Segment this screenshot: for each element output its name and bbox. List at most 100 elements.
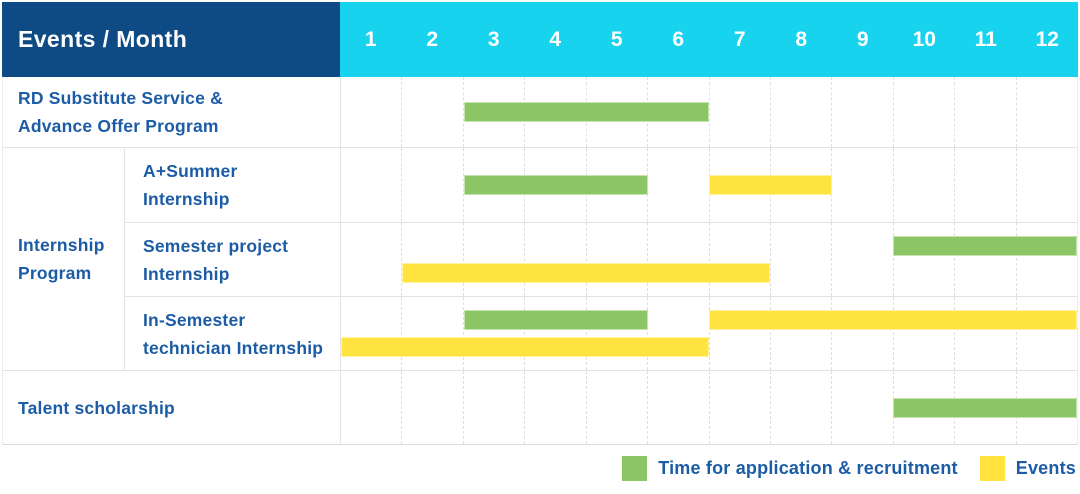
bar-line	[341, 337, 1077, 357]
gantt-bar-green	[893, 397, 1077, 418]
month-gridline	[831, 77, 892, 147]
row-label-line: A+Summer	[143, 161, 238, 181]
month-gridline	[769, 371, 831, 444]
row-label-line: Internship	[143, 189, 230, 209]
month-gridline	[341, 297, 401, 370]
row-label-line: In-Semester	[143, 309, 246, 330]
month-gridline	[462, 77, 524, 147]
row-label-cell: Talent scholarship	[3, 371, 341, 444]
month-gridline	[462, 223, 524, 296]
month-gridline	[892, 223, 954, 296]
month-gridline	[524, 371, 585, 444]
month-gridline	[831, 223, 892, 296]
month-gridline	[1015, 77, 1077, 147]
bar-line	[341, 102, 1077, 122]
month-gridline	[892, 148, 954, 222]
gantt-bar-green	[463, 102, 709, 122]
table-row: RD Substitute Service & Advance Offer Pro…	[3, 77, 1077, 147]
gantt-bar-green	[463, 175, 648, 195]
month-header-cell: 2	[426, 27, 439, 51]
month-gridline	[708, 297, 770, 370]
gantt-bar-yellow	[709, 175, 832, 195]
row-chart-area	[341, 371, 1077, 444]
row-label-line: Semester project	[143, 235, 289, 256]
month-gridline	[524, 223, 585, 296]
gantt-bar-yellow	[709, 310, 1077, 330]
month-gridline	[401, 297, 462, 370]
month-gridline	[831, 371, 892, 444]
legend-label-application-recruitment: Time for application & recruitment	[658, 458, 958, 478]
row-label-line: RD Substitute Service &	[18, 88, 223, 108]
row-chart-area	[341, 297, 1077, 370]
gantt-bar-yellow	[341, 337, 709, 357]
month-gridline	[401, 148, 462, 222]
month-gridline	[585, 371, 647, 444]
row-label-cell: In-Semester technician Internship	[125, 297, 341, 370]
month-header-cell: 8	[795, 27, 808, 51]
group-label-cell: Internship Program	[3, 148, 125, 370]
bar-line	[341, 175, 1077, 195]
gantt-bar-green	[463, 310, 648, 330]
row-label-line: Internship	[143, 263, 230, 284]
month-header-cell: 3	[487, 27, 500, 51]
month-gridline	[1015, 148, 1077, 222]
row-label-cell: RD Substitute Service & Advance Offer Pro…	[3, 77, 341, 147]
month-header-cell: 12	[1035, 27, 1059, 51]
month-gridlines	[341, 297, 1077, 370]
legend-label-events: Events	[1015, 458, 1076, 478]
row-chart-area	[341, 77, 1077, 147]
group-rows: A+Summer Internship Semester project Intern…	[125, 148, 1077, 370]
month-gridline	[954, 223, 1015, 296]
month-header-row: 1 2 3 4 5 6 7 8 9 10 11 12	[340, 2, 1078, 77]
legend-swatch-yellow	[979, 456, 1005, 481]
bar-line	[341, 310, 1077, 330]
month-gridline	[708, 77, 770, 147]
month-gridline	[647, 223, 708, 296]
gantt-bar-green	[893, 236, 1077, 256]
table-header-title: Events / Month	[2, 2, 340, 77]
row-label-line: Program	[18, 263, 92, 283]
month-header-cell: 9	[856, 27, 869, 51]
month-gridline	[954, 148, 1015, 222]
month-gridline	[462, 297, 524, 370]
month-header-cell: 11	[974, 27, 997, 51]
month-gridline	[401, 223, 462, 296]
legend-item-events: Events	[979, 456, 1076, 481]
month-header-cell: 7	[733, 27, 746, 51]
month-gridline	[585, 223, 647, 296]
month-gridline	[401, 77, 462, 147]
table-row: Talent scholarship	[3, 370, 1077, 444]
table-row: Semester project Internship	[125, 222, 1077, 296]
gantt-body: RD Substitute Service & Advance Offer Pro…	[2, 77, 1078, 445]
month-gridline	[831, 297, 892, 370]
month-gridline	[708, 371, 770, 444]
month-gridline	[341, 223, 401, 296]
month-gridline	[647, 371, 708, 444]
table-header-row: Events / Month 1 2 3 4 5 6 7 8 9 10 11 12	[2, 2, 1078, 77]
month-gridline	[462, 371, 524, 444]
month-gridline	[708, 223, 770, 296]
bar-line	[341, 263, 1077, 283]
month-header-cell: 4	[549, 27, 562, 51]
month-gridline	[769, 77, 831, 147]
bar-line	[341, 397, 1077, 418]
events-month-table: Events / Month 1 2 3 4 5 6 7 8 9 10 11 12 RD Substi…	[2, 2, 1078, 445]
row-label-line: Internship	[18, 235, 105, 255]
month-gridline	[954, 77, 1015, 147]
month-gridline	[892, 77, 954, 147]
month-gridline	[585, 297, 647, 370]
legend: Time for application & recruitment Event…	[622, 456, 1076, 481]
month-header-cell: 6	[672, 27, 685, 51]
row-label-line: Advance Offer Program	[18, 116, 219, 136]
month-gridline	[769, 297, 831, 370]
month-gridline	[1015, 297, 1077, 370]
month-gridline	[831, 148, 892, 222]
gantt-bar-yellow	[402, 263, 771, 283]
internship-program-group: Internship Program A+Summer Internship Semes…	[3, 147, 1077, 370]
month-gridline	[401, 371, 462, 444]
month-gridline	[954, 297, 1015, 370]
row-chart-area	[341, 148, 1077, 222]
row-label-line: Talent scholarship	[18, 397, 175, 418]
month-header-cell: 10	[912, 27, 936, 51]
row-label-line: technician Internship	[143, 337, 324, 358]
